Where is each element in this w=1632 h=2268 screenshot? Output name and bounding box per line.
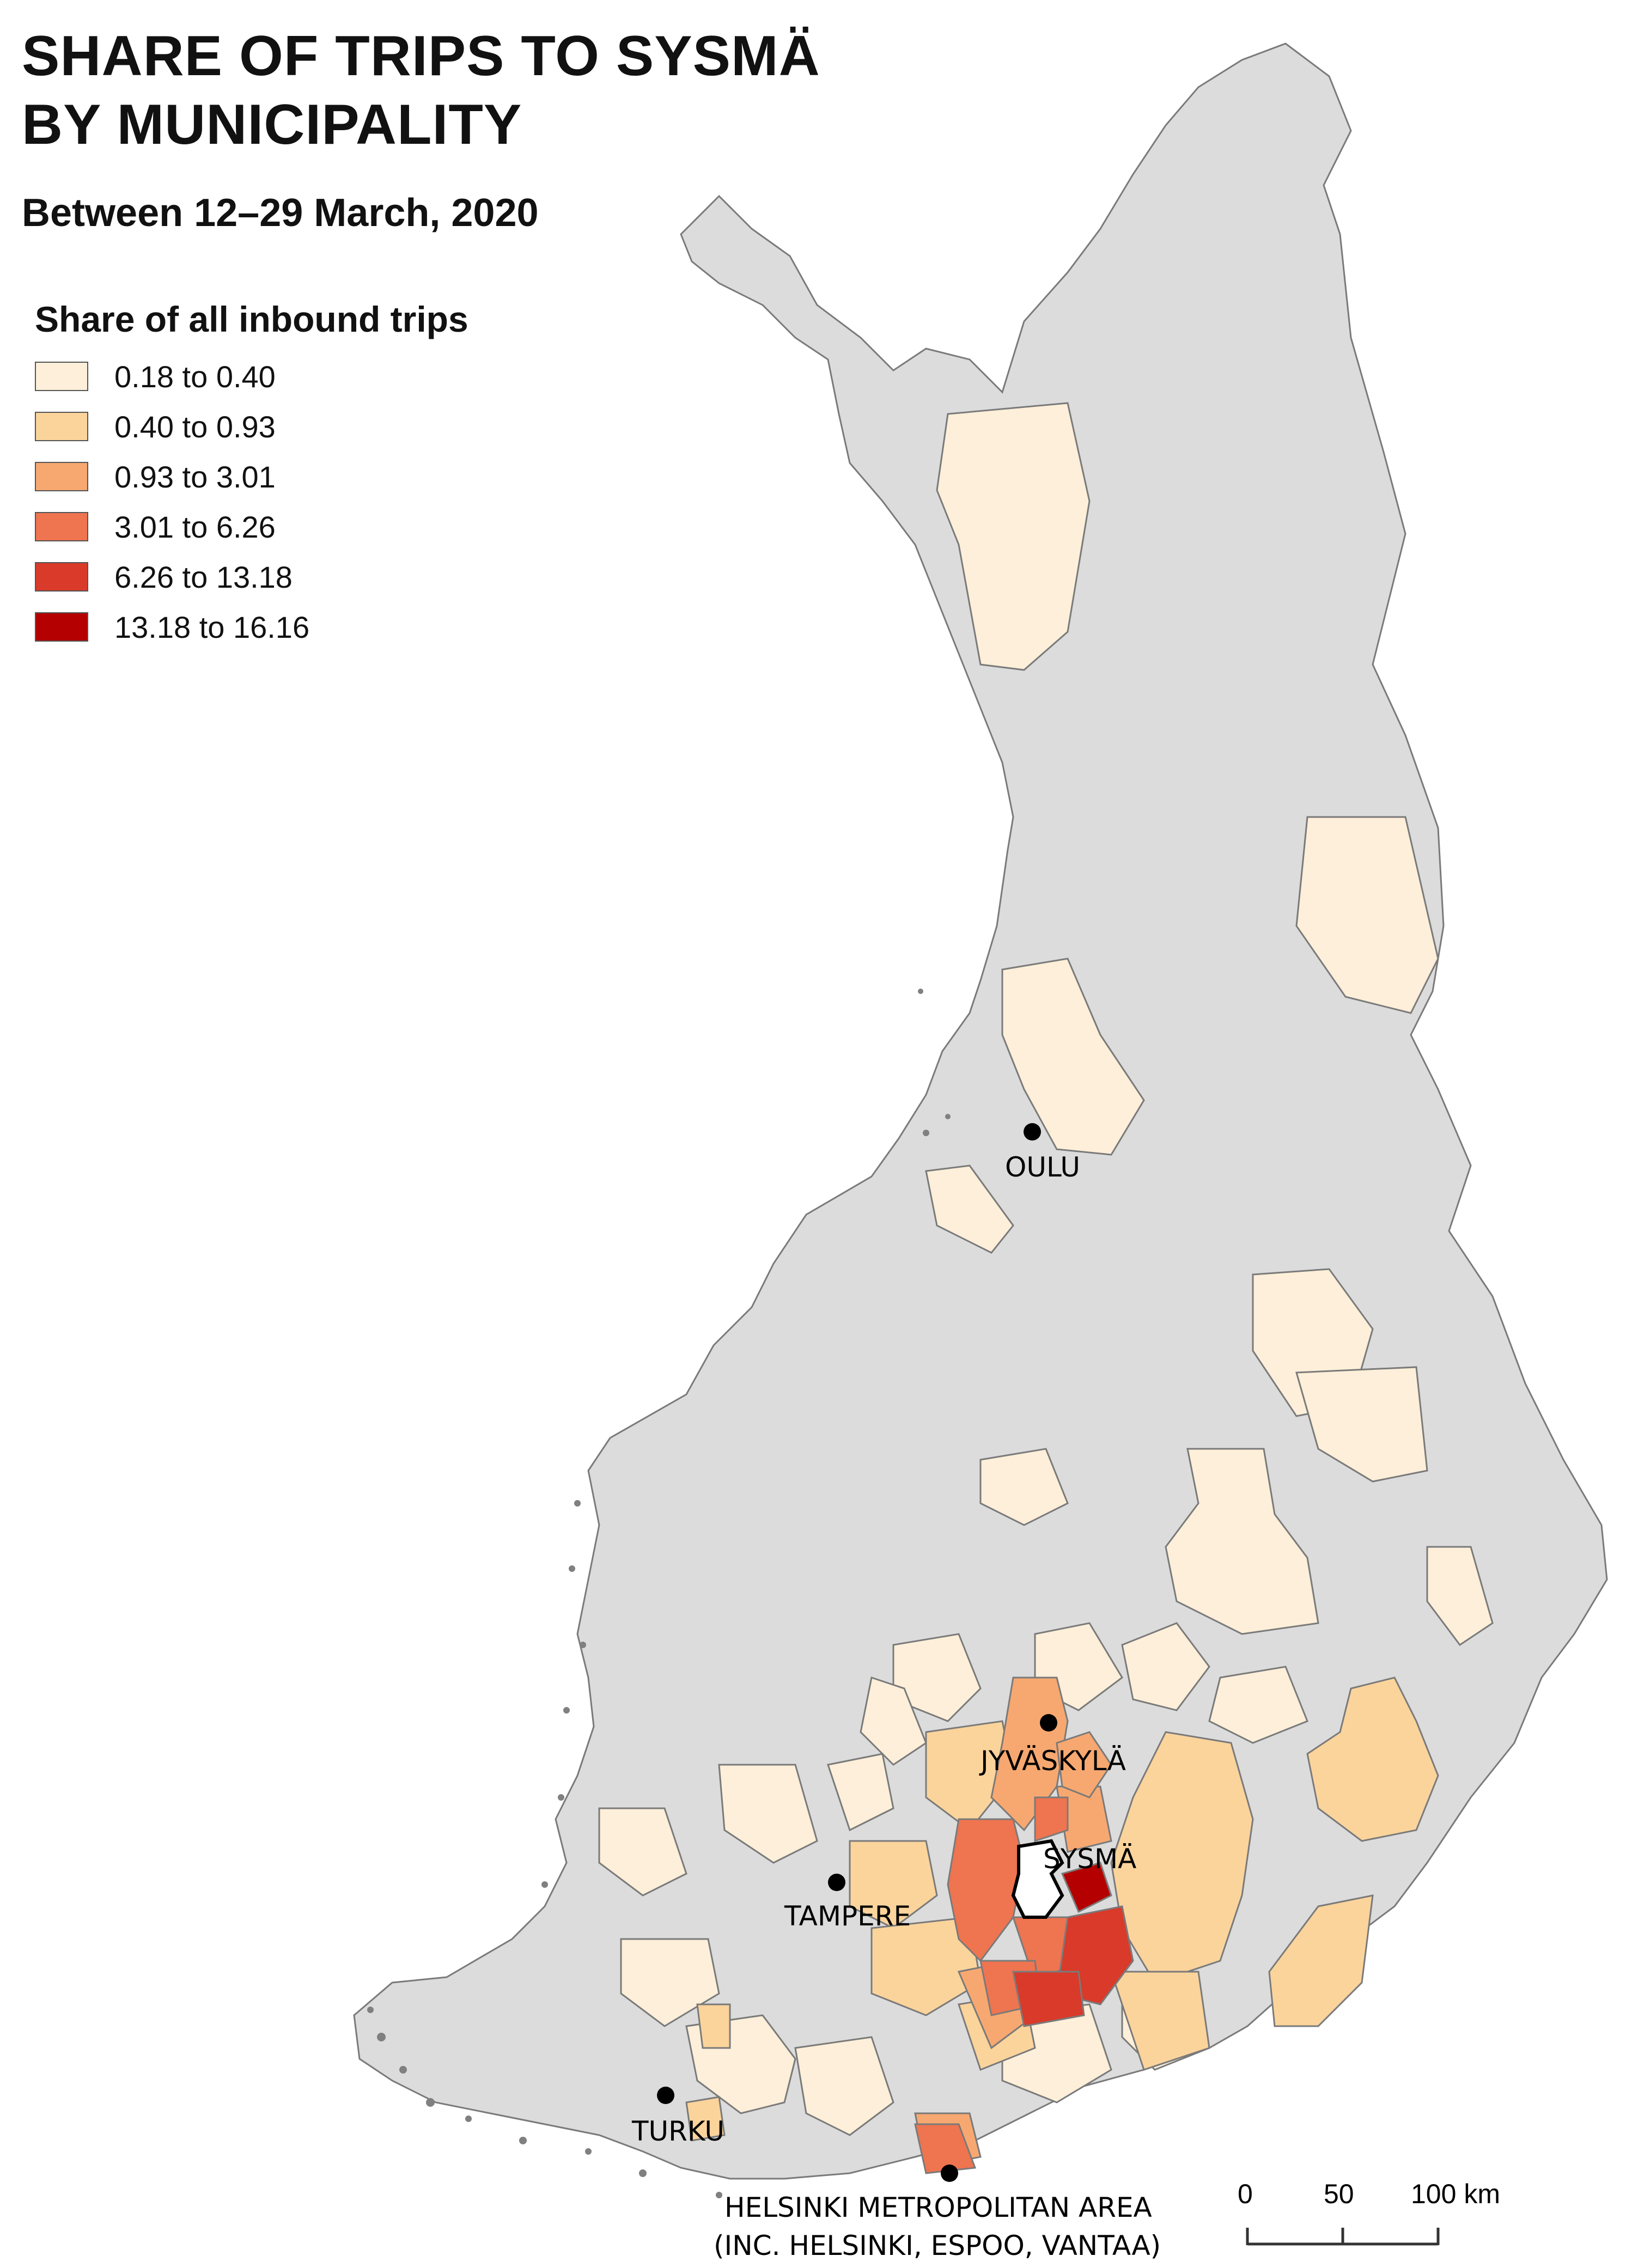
municipality-region <box>1061 1862 1112 1913</box>
sysma-label: SYSMÄ <box>1043 1843 1136 1875</box>
municipality-region <box>1034 1796 1069 1843</box>
archipelago <box>367 989 951 2198</box>
municipality-region <box>827 1753 894 1832</box>
municipality-region <box>1121 1622 1210 1711</box>
legend-swatch <box>35 612 88 642</box>
legend-label: 13.18 to 16.16 <box>114 609 310 644</box>
oulu-dot <box>1024 1123 1041 1141</box>
municipality-region <box>1165 1448 1319 1635</box>
oulu-label: OULU <box>1005 1151 1080 1183</box>
legend-item: 3.01 to 6.26 <box>35 502 309 552</box>
jyvaskyla-dot <box>1040 1714 1057 1732</box>
map-title-line-1: SHARE OF TRIPS TO SYSMÄ <box>22 25 820 88</box>
municipality-region <box>1306 1676 1439 1842</box>
map-subtitle: Between 12–29 March, 2020 <box>22 191 539 235</box>
municipality-region <box>1001 958 1145 1156</box>
legend-item: 0.18 to 0.40 <box>35 351 309 401</box>
helsinki-label-line-1: HELSINKI METROPOLITAN AREA <box>724 2192 1152 2223</box>
municipality-region <box>936 402 1091 671</box>
municipality-region <box>914 2123 977 2174</box>
municipality-region <box>870 1916 982 2016</box>
map-title: SHARE OF TRIPS TO SYSMÄ BY MUNICIPALITY <box>22 22 820 159</box>
helsinki-dot <box>941 2165 958 2182</box>
municipality-region <box>598 1807 687 1897</box>
legend-label: 6.26 to 13.18 <box>114 559 293 594</box>
municipality-region <box>1110 1971 1210 2071</box>
legend-item: 6.26 to 13.18 <box>35 552 309 602</box>
turku-dot <box>657 2087 674 2104</box>
legend-label: 0.18 to 0.40 <box>114 359 276 394</box>
municipality-region <box>1208 1666 1308 1744</box>
municipality-region <box>1295 1366 1428 1483</box>
municipality-region <box>620 1938 720 2027</box>
scale-bar <box>1246 2228 1440 2246</box>
municipality-region <box>860 1676 927 1766</box>
municipality-region <box>1012 1971 1085 2027</box>
scale-label-50: 50 <box>1324 2179 1354 2209</box>
legend-swatch <box>35 512 88 541</box>
municipality-region <box>1295 816 1439 1014</box>
jyvaskyla-label: JYVÄSKYLÄ <box>979 1745 1126 1777</box>
municipality-region <box>925 1720 1014 1832</box>
municipality-region <box>718 1764 818 1864</box>
scale-label-100: 100 km <box>1411 2179 1500 2209</box>
legend-label: 3.01 to 6.26 <box>114 509 276 544</box>
legend-swatch <box>35 362 88 391</box>
municipality-region <box>947 1818 1025 1962</box>
municipality-region <box>979 1448 1069 1526</box>
legend-label: 0.93 to 3.01 <box>114 459 276 494</box>
turku-label: TURKU <box>631 2115 724 2147</box>
municipality-region <box>685 2096 726 2142</box>
legend-title: Share of all inbound trips <box>35 299 468 339</box>
municipality-region <box>1056 1731 1112 1798</box>
municipality-region <box>1268 1894 1374 2027</box>
legend-label: 0.40 to 0.93 <box>114 409 276 444</box>
municipality-region <box>1426 1546 1494 1647</box>
legend-item: 0.40 to 0.93 <box>35 401 309 452</box>
municipality-region <box>925 1165 1014 1254</box>
tampere-label: TAMPERE <box>784 1900 911 1932</box>
tampere-dot <box>828 1874 845 1891</box>
municipality-region <box>849 1840 938 1929</box>
finland-outline <box>353 42 1608 2180</box>
sysma-municipality <box>1011 1839 1064 1919</box>
legend-item: 13.18 to 16.16 <box>35 602 309 652</box>
legend-item: 0.93 to 3.01 <box>35 452 309 502</box>
helsinki-label-line-2: (INC. HELSINKI, ESPOO, VANTAA) <box>714 2230 1161 2261</box>
legend-swatch <box>35 562 88 592</box>
legend-swatch <box>35 462 88 491</box>
municipality-region <box>794 2036 894 2136</box>
legend-swatch <box>35 412 88 441</box>
municipality-region <box>696 2003 731 2049</box>
legend: 0.18 to 0.40 0.40 to 0.93 0.93 to 3.01 3… <box>35 351 309 652</box>
scale-label-0: 0 <box>1238 2179 1253 2209</box>
map-title-line-2: BY MUNICIPALITY <box>22 93 522 156</box>
